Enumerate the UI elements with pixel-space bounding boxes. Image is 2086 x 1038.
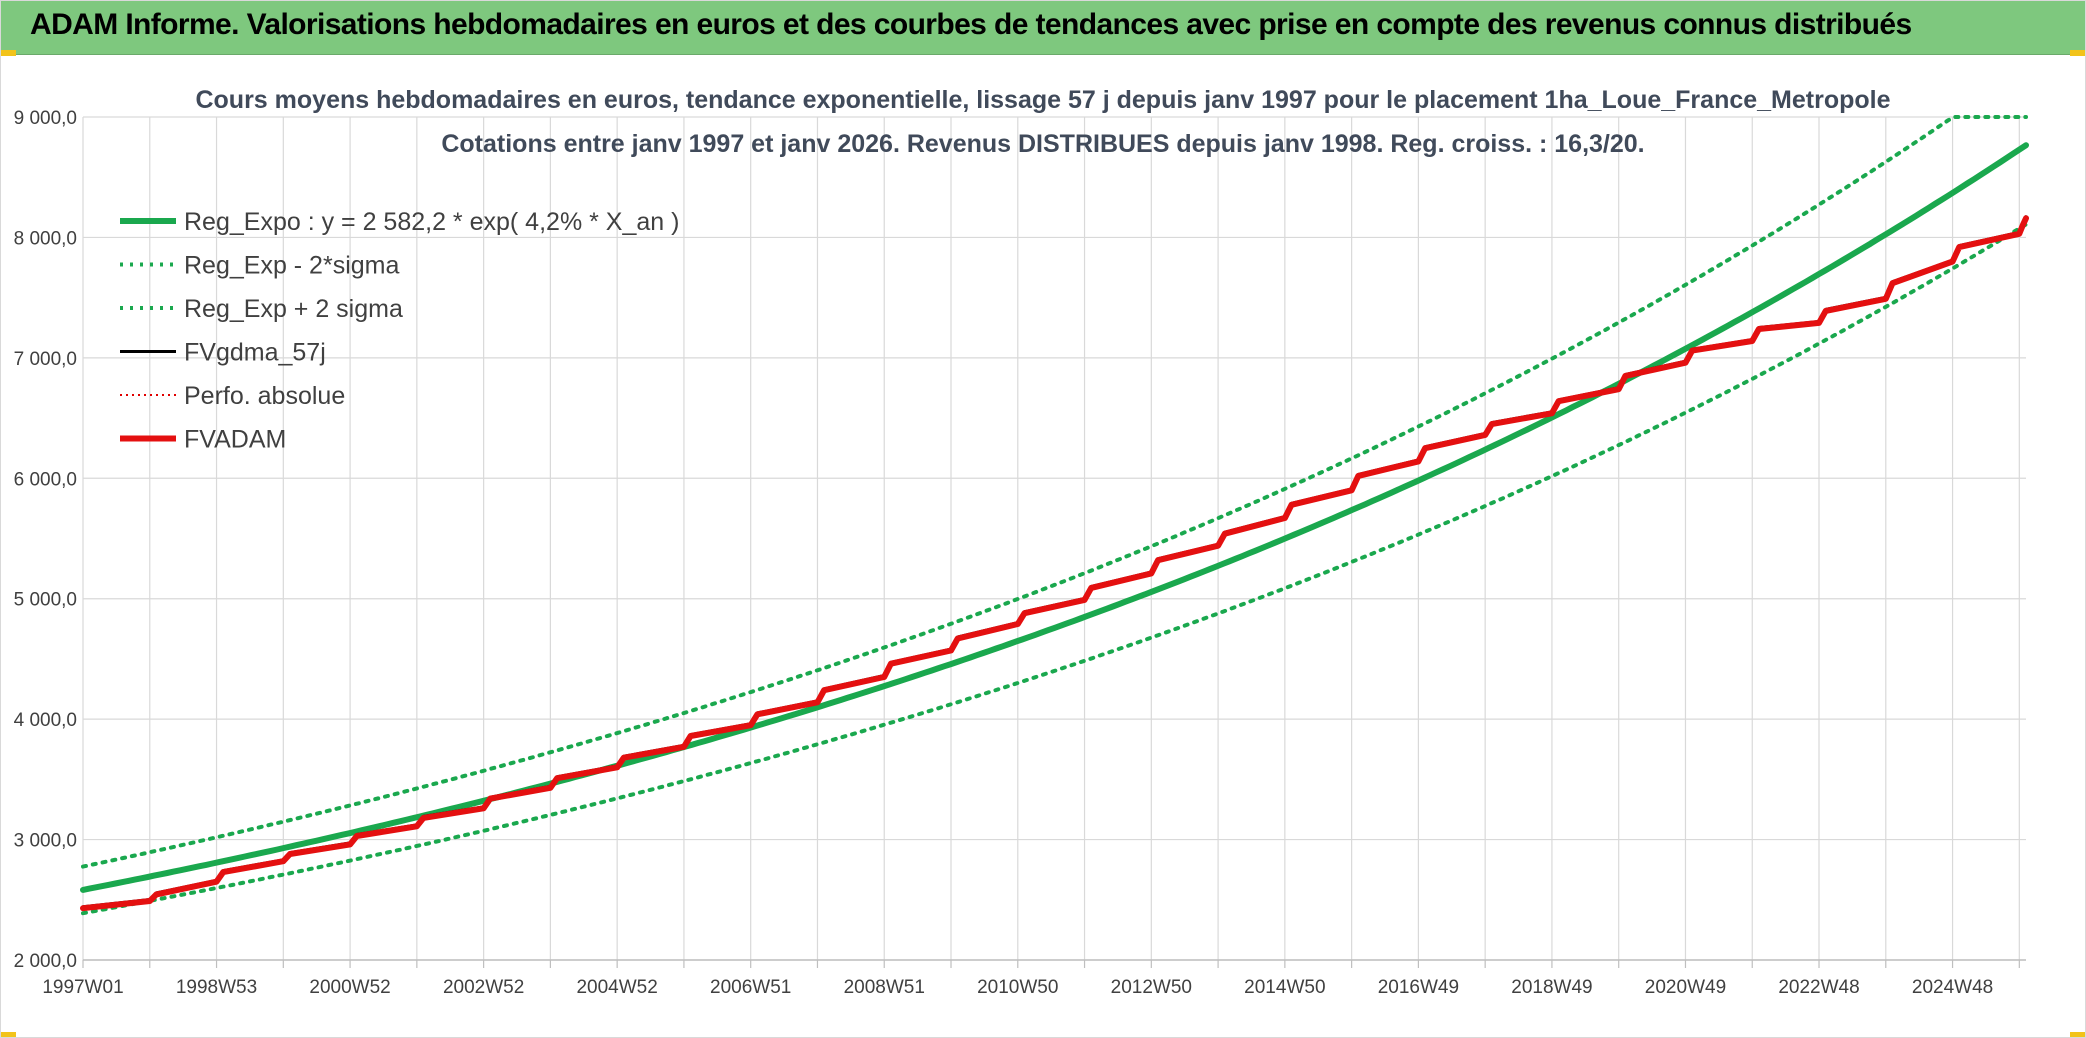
x-tick-label: 2014W50 bbox=[1244, 977, 1325, 998]
legend-label: FVADAM bbox=[184, 426, 286, 454]
series-fvadam bbox=[80, 215, 2029, 912]
corner-mark-bottom-right bbox=[2070, 1032, 2086, 1038]
x-tick-label: 2010W50 bbox=[977, 977, 1058, 998]
series-reg-exp-minus-2sigma bbox=[81, 222, 2028, 916]
corner-mark-right bbox=[2070, 50, 2086, 56]
x-tick-label: 2004W52 bbox=[576, 977, 657, 998]
x-tick-label: 2008W51 bbox=[844, 977, 925, 998]
chart-title-line-2: Cotations entre janv 1997 et janv 2026. … bbox=[441, 130, 1644, 158]
legend-label: Reg_Exp - 2*sigma bbox=[184, 252, 399, 280]
y-tick-label: 5 000,0 bbox=[14, 590, 77, 611]
x-tick-label: 2012W50 bbox=[1111, 977, 1192, 998]
x-tick-label: 2006W51 bbox=[710, 977, 791, 998]
x-tick-label: 2024W48 bbox=[1912, 977, 1993, 998]
legend-label: Reg_Expo : y = 2 582,2 * exp( 4,2% * X_a… bbox=[184, 208, 679, 236]
corner-mark-bottom-left bbox=[0, 1032, 16, 1038]
header-bar bbox=[0, 0, 2086, 55]
corner-mark-left bbox=[0, 50, 16, 56]
x-tick-label: 2002W52 bbox=[443, 977, 524, 998]
y-tick-label: 6 000,0 bbox=[14, 469, 77, 490]
x-tick-label: 2016W49 bbox=[1378, 977, 1459, 998]
legend-label: Reg_Exp + 2 sigma bbox=[184, 295, 403, 323]
y-tick-label: 3 000,0 bbox=[14, 831, 77, 852]
series-reg-exp-plus-2sigma bbox=[81, 115, 2028, 869]
y-tick-label: 7 000,0 bbox=[14, 349, 77, 370]
legend-label: Perfo. absolue bbox=[184, 382, 345, 410]
x-tick-label: 2018W49 bbox=[1511, 977, 1592, 998]
x-tick-label: 2000W52 bbox=[309, 977, 390, 998]
axes: 2 000,0 3 000,0 4 000,0 5 000,0 6 000,0 7 000… bbox=[14, 108, 2026, 998]
y-tick-label: 2 000,0 bbox=[14, 951, 77, 972]
legend: Reg_Expo : y = 2 582,2 * exp( 4,2% * X_a… bbox=[120, 208, 679, 454]
x-tick-label: 2022W48 bbox=[1778, 977, 1859, 998]
y-tick-label: 4 000,0 bbox=[14, 710, 77, 731]
legend-label: FVgdma_57j bbox=[184, 339, 326, 367]
x-tick-label: 2020W49 bbox=[1645, 977, 1726, 998]
chart-title-line-1: Cours moyens hebdomadaires en euros, ten… bbox=[195, 86, 1890, 114]
page-title: ADAM Informe. Valorisations hebdomadaire… bbox=[30, 8, 1912, 41]
x-tick-label: 1998W53 bbox=[176, 977, 257, 998]
series-reg-expo bbox=[80, 142, 2029, 893]
y-tick-label: 9 000,0 bbox=[14, 108, 77, 129]
y-tick-label: 8 000,0 bbox=[14, 228, 77, 249]
x-tick-label: 1997W01 bbox=[42, 977, 123, 998]
series bbox=[80, 115, 2029, 916]
